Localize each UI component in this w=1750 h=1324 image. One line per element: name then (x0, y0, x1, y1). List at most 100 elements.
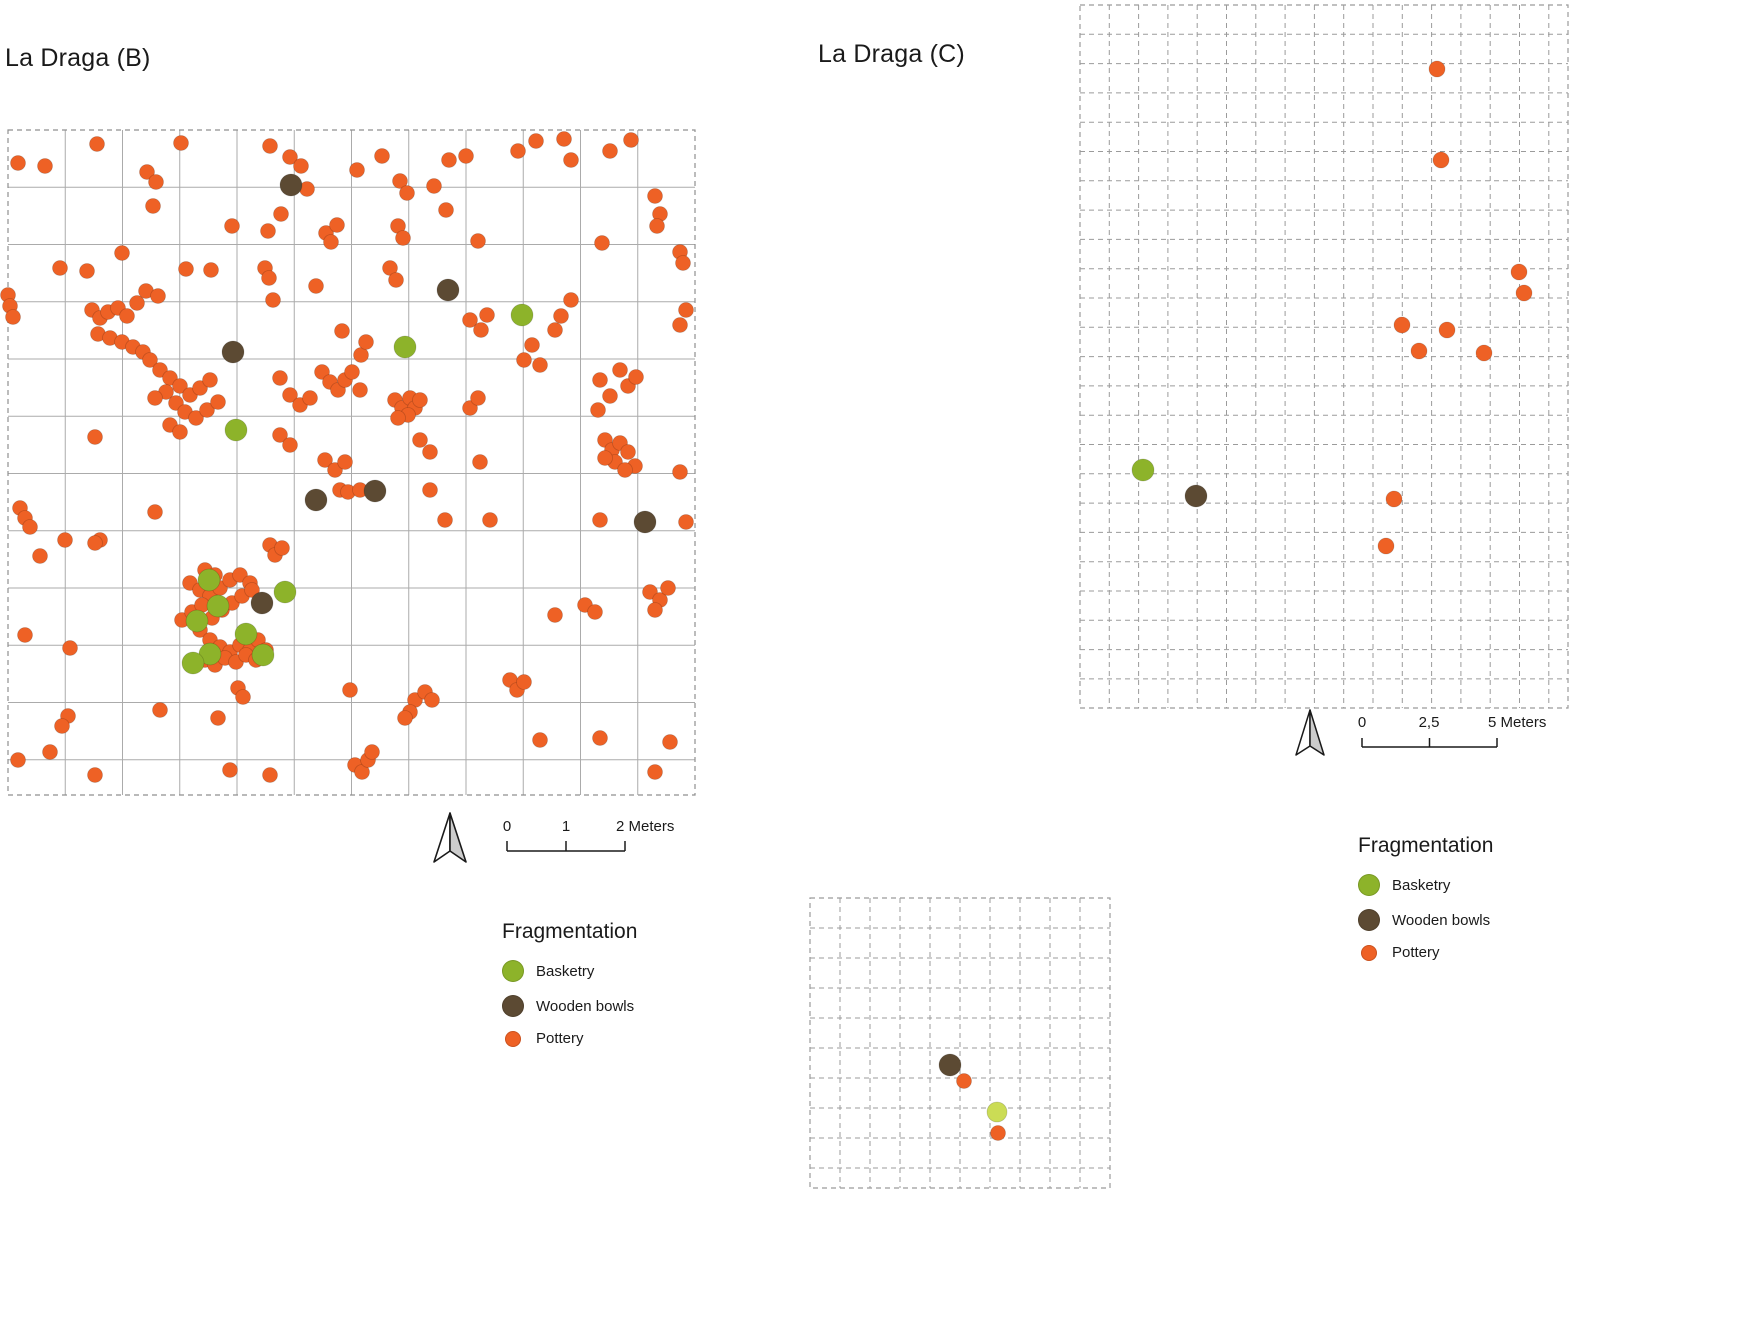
point-pottery (672, 317, 688, 333)
point-pottery (602, 388, 618, 404)
point-pottery (17, 627, 33, 643)
point-pottery (462, 312, 478, 328)
point-pottery (244, 582, 260, 598)
scalebar-b (506, 841, 626, 852)
legend-label-basketry: Basketry (1392, 876, 1451, 894)
point-pottery (678, 514, 694, 530)
point-wooden-bowls (436, 278, 460, 302)
point-pottery (592, 512, 608, 528)
point-pottery (1515, 284, 1533, 302)
legend-b: Fragmentation Basketry Wooden bowls Pott… (502, 920, 637, 1060)
point-pottery (162, 370, 178, 386)
point-pottery (647, 764, 663, 780)
point-pottery (150, 288, 166, 304)
scalebar-c-label-0: 0 (1357, 714, 1367, 731)
point-pottery (482, 512, 498, 528)
point-pottery (392, 173, 408, 189)
point-pottery (602, 143, 618, 159)
point-pottery (470, 390, 486, 406)
point-pottery (1432, 151, 1450, 169)
point-basketry (197, 568, 221, 592)
point-pottery (516, 352, 532, 368)
point-pottery (260, 223, 276, 239)
point-pottery (678, 302, 694, 318)
point-pottery (152, 362, 168, 378)
point-pottery (272, 427, 288, 443)
point-pottery (32, 548, 48, 564)
point-wooden-bowls (938, 1053, 962, 1077)
point-pottery (87, 767, 103, 783)
point-pottery (617, 462, 633, 478)
point-pottery (675, 255, 691, 271)
legend-label-pottery: Pottery (1392, 944, 1440, 961)
point-pottery (472, 454, 488, 470)
point-pottery (274, 540, 290, 556)
point-pottery (308, 278, 324, 294)
point-pottery (547, 322, 563, 338)
point-pottery (192, 380, 208, 396)
point-pottery (1438, 321, 1456, 339)
point-pottery (337, 454, 353, 470)
point-pottery (594, 235, 610, 251)
point-wooden-bowls (221, 340, 245, 364)
point-pottery (344, 364, 360, 380)
point-pottery (232, 567, 248, 583)
point-pottery (37, 158, 53, 174)
scalebar-b-label-1: 1 (561, 818, 571, 835)
point-pottery (262, 767, 278, 783)
point-pottery (388, 272, 404, 288)
legend-c: Fragmentation Basketry Wooden bowls Pott… (1358, 834, 1493, 974)
scalebar-b-label-0: 0 (502, 818, 512, 835)
legend-label-basketry: Basketry (536, 962, 595, 980)
point-pottery (422, 482, 438, 498)
point-pottery (473, 322, 489, 338)
point-pottery (89, 136, 105, 152)
point-pottery (282, 149, 298, 165)
point-pottery (412, 432, 428, 448)
point-pottery (532, 732, 548, 748)
point-pottery (235, 689, 251, 705)
point-pottery (314, 364, 330, 380)
point-pottery (662, 734, 678, 750)
point-pottery (142, 352, 158, 368)
point-pottery (224, 218, 240, 234)
point-pottery (52, 260, 68, 276)
point-pottery (139, 164, 155, 180)
legend-item-wooden-bowls: Wooden bowls (502, 995, 637, 1017)
point-pottery (597, 450, 613, 466)
legend-label-wooden-bowls: Wooden bowls (1392, 911, 1491, 929)
basketry-swatch-icon (1358, 874, 1380, 896)
point-pottery (660, 580, 676, 596)
point-pottery (173, 135, 189, 151)
point-pottery (438, 202, 454, 218)
point-pottery (262, 138, 278, 154)
point-pottery (42, 744, 58, 760)
point-pottery (563, 292, 579, 308)
panel-b-title: La Draga (B) (5, 44, 151, 72)
point-pottery (147, 390, 163, 406)
point-wooden-bowls (304, 488, 328, 512)
point-pottery (516, 674, 532, 690)
point-pottery (79, 263, 95, 279)
point-pottery (172, 378, 188, 394)
point-pottery (672, 464, 688, 480)
point-pottery (5, 309, 21, 325)
point-pottery (470, 233, 486, 249)
point-pottery (437, 512, 453, 528)
point-wooden-bowls (633, 510, 657, 534)
point-pottery (203, 262, 219, 278)
point-pottery (282, 437, 298, 453)
point-pottery (172, 424, 188, 440)
legend-item-wooden-bowls: Wooden bowls (1358, 909, 1493, 931)
point-pottery (647, 188, 663, 204)
point-basketry (986, 1101, 1008, 1123)
point-pottery (612, 362, 628, 378)
point-pottery (10, 752, 26, 768)
point-pottery (202, 372, 218, 388)
point-pottery (272, 370, 288, 386)
point-pottery (178, 261, 194, 277)
point-wooden-bowls (250, 591, 274, 615)
panel-c-title: La Draga (C) (818, 40, 965, 68)
